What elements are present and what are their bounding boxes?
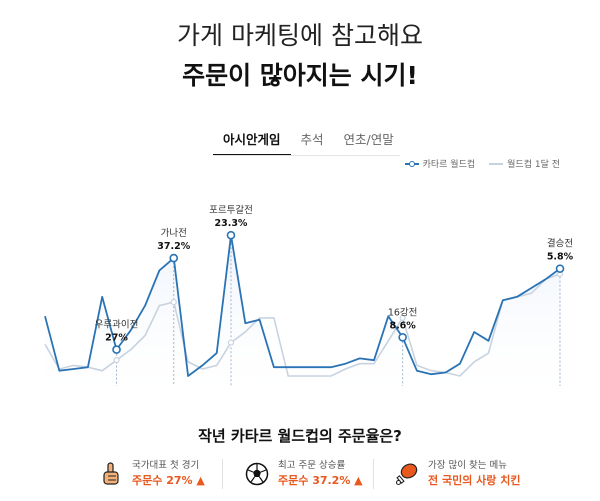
stat-label: 가장 많이 찾는 메뉴 bbox=[428, 460, 507, 471]
stat-first-match: 국가대표 첫 경기 주문수 27% ▲ bbox=[98, 455, 205, 493]
peak-label: 포르투갈전 bbox=[209, 204, 253, 216]
legend-label-previous: 월드컵 1달 전 bbox=[507, 160, 560, 170]
stat-label: 국가대표 첫 경기 bbox=[132, 460, 200, 471]
peak-label: 결승전 bbox=[547, 239, 573, 250]
peak-point bbox=[398, 332, 407, 342]
tab-new-year[interactable]: 연초/연말 bbox=[343, 132, 394, 147]
tab-chuseok[interactable]: 추석 bbox=[300, 132, 324, 147]
tab-divider bbox=[213, 155, 400, 156]
headline-line2: 주문이 많아지는 시기! bbox=[182, 61, 418, 90]
peak-point bbox=[169, 253, 179, 263]
peak-label: 가나전 bbox=[161, 228, 187, 239]
tab-bar: 아시안게임 추석 연초/연말 bbox=[213, 128, 400, 156]
peak-value: 27% bbox=[105, 333, 128, 344]
tab-asian-games[interactable]: 아시안게임 bbox=[213, 129, 291, 156]
legend-swatch-current bbox=[404, 160, 419, 168]
line-chart: 우루과이전 27% 가나전 37.2% 포르투갈전 23.3% 16강전 8.6% 결승전 5.8… bbox=[44, 204, 574, 396]
peak-label: 16강전 bbox=[388, 307, 418, 318]
peak-value: 5.8% bbox=[547, 252, 574, 263]
headline: 가게 마케팅에 참고해요 주문이 많아지는 시기! bbox=[0, 16, 600, 96]
peak-point bbox=[226, 230, 236, 240]
stat-top-menu: 가장 많이 찾는 메뉴 전 국민의 사랑 치킨 bbox=[394, 455, 520, 493]
stat-value: 주문수 27% ▲ bbox=[132, 474, 205, 487]
previous-peak-point bbox=[170, 298, 177, 306]
peak-value: 23.3% bbox=[214, 218, 247, 229]
stat-peak-rise: 최고 주문 상승률 주문수 37.2% ▲ bbox=[244, 455, 363, 493]
series-line-current bbox=[44, 234, 561, 377]
chart-legend: 카타르 월드컵 월드컵 1달 전 bbox=[404, 157, 560, 170]
soccer-ball-icon bbox=[244, 461, 270, 487]
previous-peak-point bbox=[113, 357, 120, 364]
previous-peak-point bbox=[227, 339, 235, 346]
stat-divider bbox=[222, 459, 223, 489]
stats-row: 국가대표 첫 경기 주문수 27% ▲ 최고 주문 상승률 주문수 37.2% … bbox=[0, 455, 600, 495]
stat-value: 주문수 37.2% ▲ bbox=[278, 474, 363, 487]
legend-item-current: 카타르 월드컵 bbox=[404, 157, 476, 170]
area-fill bbox=[45, 235, 560, 396]
stat-value: 전 국민의 사랑 치킨 bbox=[428, 474, 521, 487]
series-line-previous bbox=[44, 273, 561, 377]
stat-divider bbox=[373, 459, 374, 489]
headline-line1: 가게 마케팅에 참고해요 bbox=[177, 21, 423, 50]
section-title: 작년 카타르 월드컵의 주문율은? bbox=[198, 427, 402, 445]
legend-label-current: 카타르 월드컵 bbox=[422, 160, 476, 170]
hand-icon bbox=[98, 461, 124, 487]
peak-value: 8.6% bbox=[389, 320, 416, 331]
previous-peak-point bbox=[399, 314, 406, 322]
legend-swatch-previous bbox=[489, 160, 504, 168]
peak-point bbox=[555, 264, 565, 273]
legend-item-previous: 월드컵 1달 전 bbox=[489, 157, 560, 170]
peak-point bbox=[112, 345, 121, 354]
stat-label: 최고 주문 상승률 bbox=[278, 460, 346, 471]
peak-value: 37.2% bbox=[157, 241, 190, 252]
chicken-leg-icon bbox=[394, 461, 420, 487]
peak-label: 우루과이전 bbox=[95, 320, 139, 331]
